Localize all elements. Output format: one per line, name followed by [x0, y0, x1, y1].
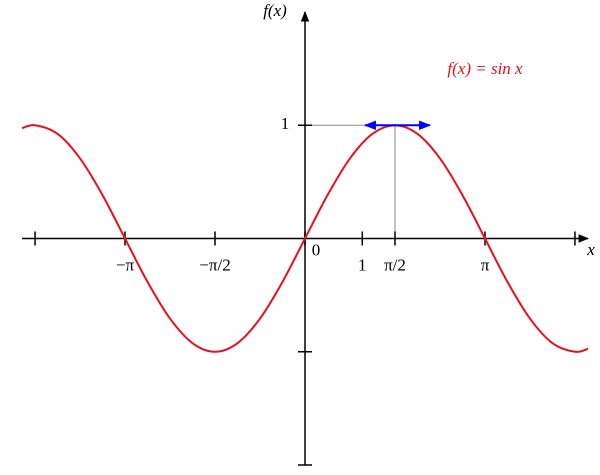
x-tick-label: π/2 — [384, 255, 406, 274]
x-tick-label: −π — [116, 255, 135, 274]
x-tick-label: −π/2 — [199, 255, 230, 274]
y-axis-label: f(x) — [263, 1, 287, 20]
sine-curve — [21, 124, 589, 353]
function-annotation: f(x) = sin x — [447, 59, 523, 78]
x-tick-label: 0 — [312, 240, 321, 259]
y-tick-label: 1 — [281, 114, 290, 133]
x-tick-label: 1 — [358, 255, 367, 274]
x-axis-label: x — [586, 240, 595, 259]
x-tick-label: π — [481, 255, 490, 274]
